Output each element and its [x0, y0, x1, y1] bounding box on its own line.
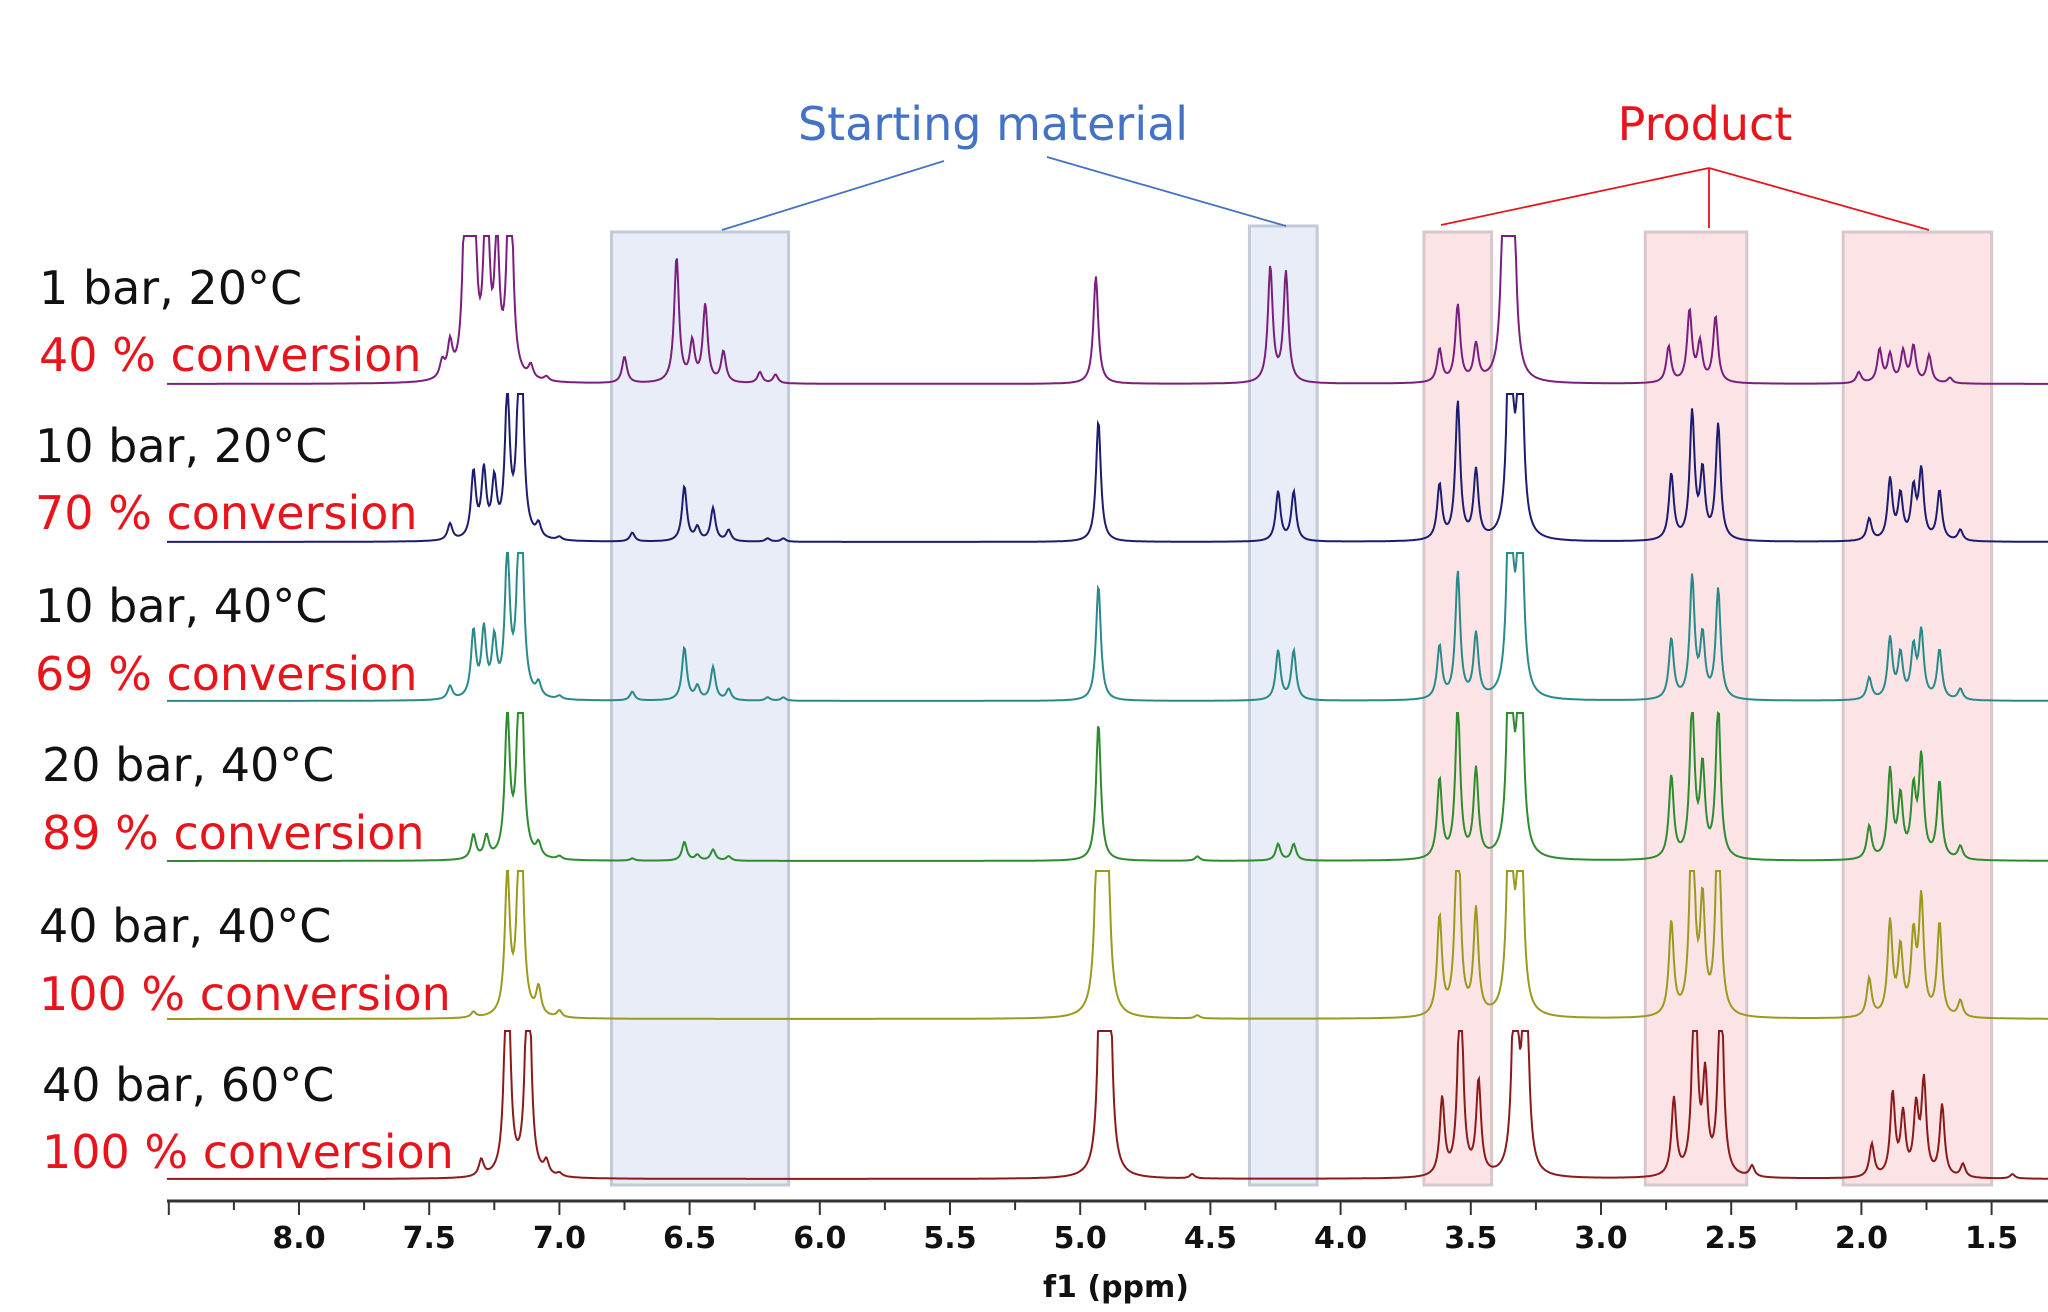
annotation-connector: [721, 160, 945, 231]
annotation-connector: [1708, 167, 1930, 231]
conversion-label-6: 100 % conversion: [42, 1125, 454, 1179]
spectrum-trace-3: [167, 552, 2048, 702]
conversion-label-2: 70 % conversion: [35, 486, 418, 540]
annotation-connector: [1440, 167, 1710, 226]
series-label-3: 10 bar, 40°C: [35, 579, 327, 633]
tick-label: 2.5: [1705, 1221, 1758, 1256]
tick-label: 3.5: [1444, 1221, 1497, 1256]
tick-label: 5.0: [1054, 1221, 1107, 1256]
tick-label: 5.5: [923, 1221, 976, 1256]
spectrum-trace-5: [167, 870, 2048, 1020]
conversion-label-3: 69 % conversion: [35, 647, 418, 701]
starting-material-region: [1247, 224, 1319, 1187]
series-label-6: 40 bar, 60°C: [42, 1058, 334, 1112]
spectrum-trace-4: [167, 711, 2048, 862]
tick-label: 4.0: [1314, 1221, 1367, 1256]
spectrum-trace-1: [167, 235, 2048, 385]
annotation-lines: [721, 156, 1930, 231]
series-label-2: 10 bar, 20°C: [35, 419, 327, 473]
spectrum-labels: 1 bar, 20°C 40 % conversion 10 bar, 20°C…: [35, 261, 454, 1179]
starting-material-label: Starting material: [798, 97, 1188, 151]
conversion-label-4: 89 % conversion: [42, 806, 425, 860]
tick-label: 7.0: [533, 1221, 586, 1256]
spectrum-trace-6: [167, 1030, 2048, 1180]
series-label-4: 20 bar, 40°C: [42, 738, 334, 792]
x-axis-label: f1 (ppm): [1043, 1270, 1189, 1305]
x-axis-ticks: [167, 1201, 1993, 1215]
tick-label: 6.0: [793, 1221, 846, 1256]
tick-label: 4.5: [1184, 1221, 1237, 1256]
highlight-regions: [609, 224, 1994, 1187]
tick-label: 1.5: [1965, 1221, 2018, 1256]
product-region: [1841, 230, 1994, 1187]
spectrum-trace-2: [167, 393, 2048, 543]
annotation-connector: [1046, 156, 1287, 227]
tick-label: 2.0: [1835, 1221, 1888, 1256]
product-label: Product: [1618, 97, 1793, 151]
tick-label: 6.5: [663, 1221, 716, 1256]
x-axis-tick-labels: 8.0 7.5 7.0 6.5 6.0 5.5 5.0 4.5 4.0 3.5 …: [272, 1221, 2018, 1256]
series-label-1: 1 bar, 20°C: [39, 261, 302, 315]
tick-label: 3.0: [1574, 1221, 1627, 1256]
starting-material-region: [609, 230, 791, 1187]
tick-label: 8.0: [272, 1221, 325, 1256]
conversion-label-1: 40 % conversion: [39, 328, 422, 382]
product-region: [1643, 230, 1749, 1187]
product-region: [1422, 230, 1494, 1187]
conversion-label-5: 100 % conversion: [39, 967, 451, 1021]
spectra: [167, 235, 2048, 1180]
series-label-5: 40 bar, 40°C: [39, 899, 331, 953]
tick-label: 7.5: [403, 1221, 456, 1256]
